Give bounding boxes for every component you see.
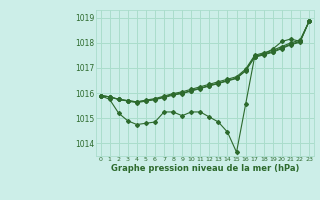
X-axis label: Graphe pression niveau de la mer (hPa): Graphe pression niveau de la mer (hPa)	[111, 164, 299, 173]
